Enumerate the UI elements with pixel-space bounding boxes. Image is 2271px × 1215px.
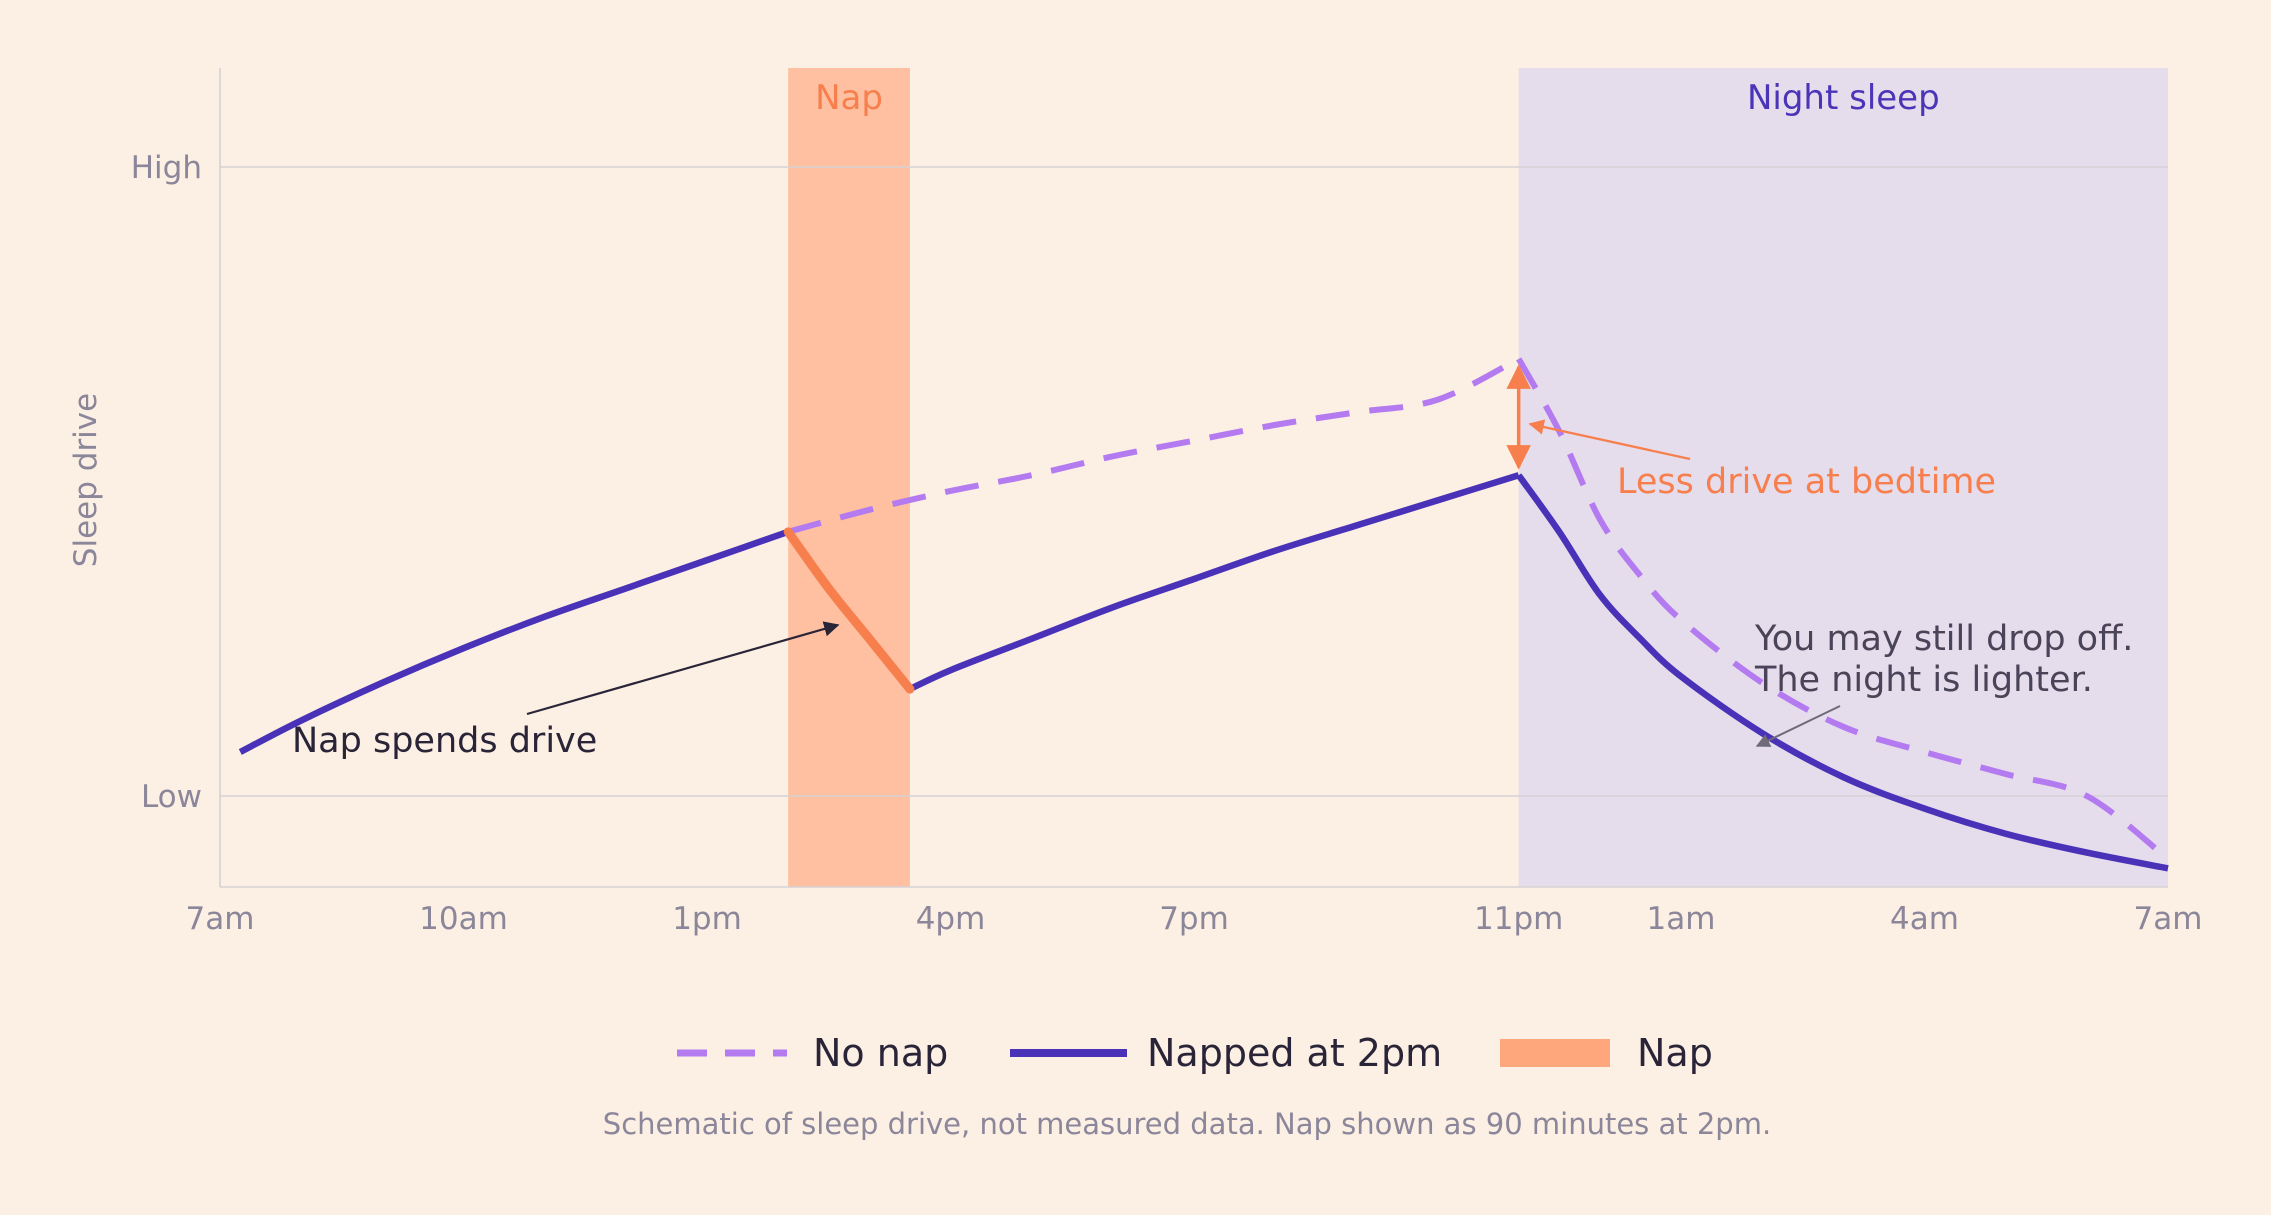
y-axis-label: Sleep drive	[68, 393, 104, 567]
legend-swatch-nap	[1500, 1039, 1610, 1067]
series-napped-morning	[238, 528, 790, 755]
series-nap-segment	[783, 527, 915, 694]
x-tick-7am-0: 7am	[186, 901, 255, 937]
night-lighter-line-0: You may still drop off.	[1754, 619, 2133, 659]
less-drive-label: Less drive at bedtime	[1617, 462, 1996, 502]
nap-spends-drive-label: Nap spends drive	[292, 721, 597, 761]
nap-spends-drive-arrow	[526, 621, 840, 716]
night-sleep-band-label: Night sleep	[1747, 78, 1940, 118]
series-no-nap-day	[787, 356, 1521, 535]
legend-label-nap: Nap	[1637, 1031, 1713, 1075]
y-tick-high: High	[131, 150, 202, 186]
x-tick-4pm-3: 4pm	[916, 901, 986, 937]
footnote: Schematic of sleep drive, not measured d…	[603, 1107, 1771, 1141]
series-napped-afternoon	[908, 472, 1520, 693]
nap-band	[788, 68, 910, 887]
y-tick-low: Low	[141, 779, 202, 815]
x-tick-11pm-5: 11pm	[1474, 901, 1563, 937]
night-lighter-line-1: The night is lighter.	[1754, 660, 2093, 700]
legend-label-napped-at-2pm: Napped at 2pm	[1147, 1031, 1442, 1075]
x-tick-4am-7: 4am	[1890, 901, 1959, 937]
legend-label-no-nap: No nap	[813, 1031, 948, 1075]
x-tick-7am-8: 7am	[2134, 901, 2203, 937]
x-tick-1am-6: 1am	[1647, 901, 1716, 937]
series-no-nap-night	[1516, 357, 2170, 862]
less-drive-pointer	[1528, 419, 1691, 461]
night-sleep-band	[1518, 68, 2168, 887]
night-lighter-label: You may still drop off. The night is ligh…	[1754, 619, 2133, 700]
x-tick-1pm-2: 1pm	[672, 901, 742, 937]
night-lighter-pointer	[1755, 705, 1841, 747]
x-tick-7pm-4: 7pm	[1159, 901, 1229, 937]
series-napped-night	[1516, 473, 2169, 872]
nap-band-label: Nap	[815, 78, 883, 118]
x-tick-10am-1: 10am	[419, 901, 508, 937]
